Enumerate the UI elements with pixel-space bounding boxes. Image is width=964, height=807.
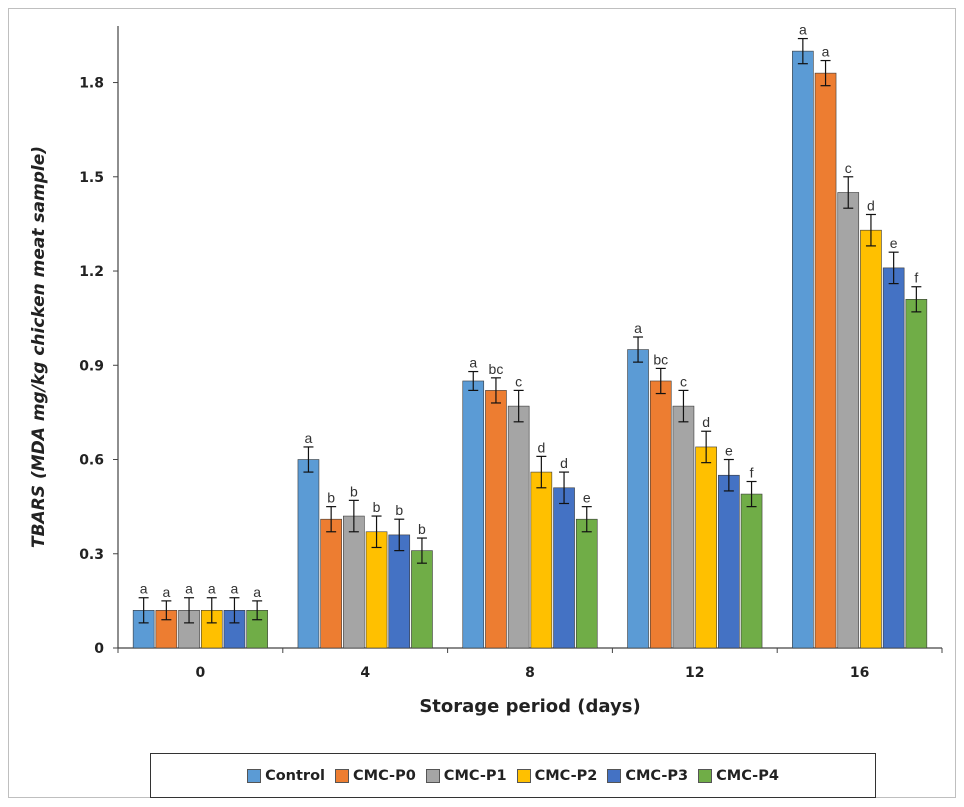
- legend-label: CMC-P3: [625, 767, 689, 784]
- bar: [837, 192, 860, 649]
- significance-label: e: [725, 443, 733, 459]
- significance-label: e: [583, 490, 591, 506]
- bar: [905, 299, 928, 649]
- bar: [672, 405, 695, 649]
- bar: [740, 493, 763, 649]
- significance-label: b: [418, 521, 426, 537]
- y-tick-label: 0.6: [79, 453, 104, 469]
- tick-labels: 0 0.3 0.6 0.9 1.2 1.5 1.8 0 4 8 12 16: [79, 76, 869, 681]
- legend-swatch: [247, 768, 262, 783]
- error-bars: [138, 37, 922, 624]
- significance-label: b: [327, 490, 335, 506]
- significance-label: a: [799, 22, 807, 38]
- legend-swatch: [335, 768, 350, 783]
- significance-label: c: [515, 373, 522, 389]
- significance-label: a: [140, 581, 148, 597]
- legend-label: CMC-P4: [716, 767, 779, 784]
- x-tick-label: 8: [525, 665, 535, 681]
- bar: [297, 459, 320, 649]
- bar: [695, 446, 717, 649]
- legend-item: CMC-P4: [698, 768, 779, 784]
- bar: [553, 487, 575, 649]
- bar: [388, 534, 411, 649]
- bar: [718, 474, 740, 649]
- bar: [343, 515, 365, 649]
- significance-label: b: [350, 483, 358, 499]
- significance-label: b: [373, 499, 381, 515]
- bar: [882, 267, 905, 649]
- legend-item: CMC-P1: [425, 767, 507, 784]
- significance-label: d: [537, 439, 545, 455]
- significance-label: a: [469, 355, 477, 371]
- bar: [575, 518, 598, 649]
- x-tick-label: 0: [196, 665, 206, 681]
- significance-label: a: [162, 584, 170, 600]
- significance-label: a: [253, 584, 261, 600]
- legend-label: CMC-P0: [353, 767, 416, 784]
- bar: [649, 380, 672, 649]
- significance-label: f: [914, 270, 918, 286]
- bar: [411, 550, 433, 649]
- legend-label: CMC-P2: [534, 767, 598, 784]
- bar: [530, 471, 553, 649]
- x-tick-label: 4: [360, 665, 370, 681]
- y-tick-label: 1.2: [79, 264, 104, 280]
- legend-swatch: [516, 768, 531, 783]
- legend-swatch: [425, 768, 440, 783]
- bar: [627, 349, 649, 649]
- x-tick-label: 12: [685, 665, 704, 681]
- x-tick-label: 16: [850, 665, 869, 681]
- y-axis-title: TBARS (MDA mg/kg chicken meat sample): [29, 146, 49, 548]
- bar: [462, 380, 485, 649]
- bar: [814, 72, 837, 649]
- significance-label: a: [822, 44, 830, 60]
- significance-label: a: [208, 581, 216, 597]
- significance-label: a: [634, 320, 642, 336]
- significance-label: c: [845, 160, 852, 176]
- y-tick-label: 0.9: [79, 358, 104, 374]
- legend-item: CMC-P3: [607, 768, 688, 784]
- y-tick-label: 1.8: [79, 76, 104, 92]
- significance-label: bc: [653, 351, 668, 367]
- significance-label: a: [185, 581, 193, 597]
- legend-item: CMC-P2: [516, 767, 598, 784]
- bar: [320, 518, 342, 649]
- bar: [485, 390, 507, 649]
- significance-label: a: [231, 581, 239, 597]
- significance-label: a: [305, 430, 313, 446]
- significance-label: e: [890, 235, 898, 251]
- y-tick-label: 0: [94, 641, 104, 657]
- legend: Control CMC-P0 CMC-P1 CMC-P2 CMC-P3 CMC-P4: [150, 753, 876, 798]
- legend-item: Control: [247, 768, 325, 784]
- significance-label: d: [867, 197, 875, 213]
- significance-label: d: [702, 414, 710, 430]
- legend-item: CMC-P0: [335, 768, 416, 784]
- legend-label: CMC-P1: [443, 767, 507, 784]
- significance-label: f: [750, 465, 754, 481]
- significance-label: bc: [489, 361, 504, 377]
- y-tick-label: 1.5: [79, 170, 104, 186]
- significance-label: b: [395, 502, 403, 518]
- y-tick-label: 0.3: [79, 547, 104, 563]
- x-axis-title: Storage period (days): [419, 696, 640, 717]
- legend-swatch: [607, 768, 622, 783]
- bars: [132, 50, 928, 649]
- bar: [792, 50, 814, 649]
- bar: [507, 405, 530, 649]
- significance-label: c: [680, 373, 687, 389]
- significance-label: d: [560, 455, 568, 471]
- legend-label: Control: [265, 767, 326, 784]
- legend-swatch: [698, 768, 713, 783]
- bar: [860, 229, 882, 649]
- bar: [365, 531, 388, 649]
